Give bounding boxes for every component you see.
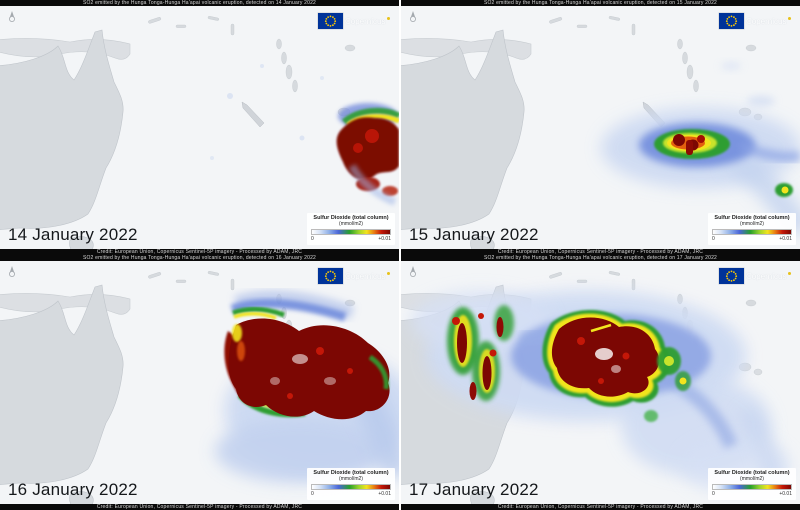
legend-colorbar (712, 484, 792, 490)
basemap-svg (0, 15, 399, 249)
legend-min: 0 (311, 491, 314, 497)
legend-min: 0 (712, 236, 715, 242)
panel-14-january: SO2 emitted by the Hunga Tonga-Hunga Ha'… (0, 0, 399, 255)
legend-title: Sulfur Dioxide (total column) (313, 469, 389, 476)
legend-max: +0.01 (779, 491, 792, 497)
legend-units: (mmol/m2) (740, 476, 764, 482)
map-17-january: Copernicus 17 January 2022 Sulfur Dioxid… (401, 261, 800, 504)
legend-min: 0 (712, 491, 715, 497)
so2-plume-16-january (215, 290, 399, 483)
panel-16-january: SO2 emitted by the Hunga Tonga-Hunga Ha'… (0, 255, 399, 510)
legend-title: Sulfur Dioxide (total column) (714, 469, 790, 476)
so2-legend: Sulfur Dioxide (total column) (mmol/m2) … (307, 212, 395, 245)
panel-title-bar: SO2 emitted by the Hunga Tonga-Hunga Ha'… (0, 255, 399, 261)
north-arrow-icon (8, 10, 16, 22)
legend-units: (mmol/m2) (339, 476, 363, 482)
north-arrow-icon (409, 10, 417, 22)
panel-17-january: SO2 emitted by the Hunga Tonga-Hunga Ha'… (401, 255, 800, 510)
date-label: 14 January 2022 (8, 225, 138, 244)
eu-flag-icon (719, 13, 744, 29)
so2-legend: Sulfur Dioxide (total column) (mmol/m2) … (708, 467, 796, 500)
date-label: 17 January 2022 (409, 480, 539, 499)
north-arrow-icon (8, 265, 16, 277)
credit-bar: Credit: European Union, Copernicus Senti… (401, 249, 800, 255)
legend-title: Sulfur Dioxide (total column) (714, 214, 790, 221)
eu-flag-icon (719, 268, 744, 284)
panel-15-january: SO2 emitted by the Hunga Tonga-Hunga Ha'… (401, 0, 800, 255)
copernicus-logo: Copernicus (746, 17, 794, 26)
map-15-january: Copernicus 15 January 2022 Sulfur Dioxid… (401, 6, 800, 249)
panel-title-bar: SO2 emitted by the Hunga Tonga-Hunga Ha'… (401, 0, 800, 6)
legend-colorbar (311, 229, 391, 235)
map-16-january: Copernicus 16 January 2022 Sulfur Dioxid… (0, 261, 399, 504)
copernicus-logo: Copernicus (345, 272, 393, 281)
legend-max: +0.01 (378, 491, 391, 497)
legend-colorbar (311, 484, 391, 490)
north-arrow-icon (409, 265, 417, 277)
eu-flag-icon (318, 268, 343, 284)
so2-plume-14-january (210, 64, 399, 206)
so2-legend: Sulfur Dioxide (total column) (mmol/m2) … (307, 467, 395, 500)
credit-bar: Credit: European Union, Copernicus Senti… (401, 504, 800, 510)
legend-title: Sulfur Dioxide (total column) (313, 214, 389, 221)
legend-units: (mmol/m2) (740, 221, 764, 227)
legend-units: (mmol/m2) (339, 221, 363, 227)
credit-bar: Credit: European Union, Copernicus Senti… (0, 504, 399, 510)
credit-bar: Credit: European Union, Copernicus Senti… (0, 249, 399, 255)
date-label: 16 January 2022 (8, 480, 138, 499)
legend-min: 0 (311, 236, 314, 242)
legend-max: +0.01 (378, 236, 391, 242)
so2-plume-15-january (601, 62, 800, 238)
so2-legend: Sulfur Dioxide (total column) (mmol/m2) … (708, 212, 796, 245)
panel-title-bar: SO2 emitted by the Hunga Tonga-Hunga Ha'… (0, 0, 399, 6)
copernicus-logo: Copernicus (746, 272, 794, 281)
map-14-january: Copernicus 14 January 2022 Sulfur Dioxid… (0, 6, 399, 249)
eu-flag-icon (318, 13, 343, 29)
legend-colorbar (712, 229, 792, 235)
copernicus-logo: Copernicus (345, 17, 393, 26)
legend-max: +0.01 (779, 236, 792, 242)
basemap-svg (0, 270, 399, 504)
panel-title-bar: SO2 emitted by the Hunga Tonga-Hunga Ha'… (401, 255, 800, 261)
date-label: 15 January 2022 (409, 225, 539, 244)
